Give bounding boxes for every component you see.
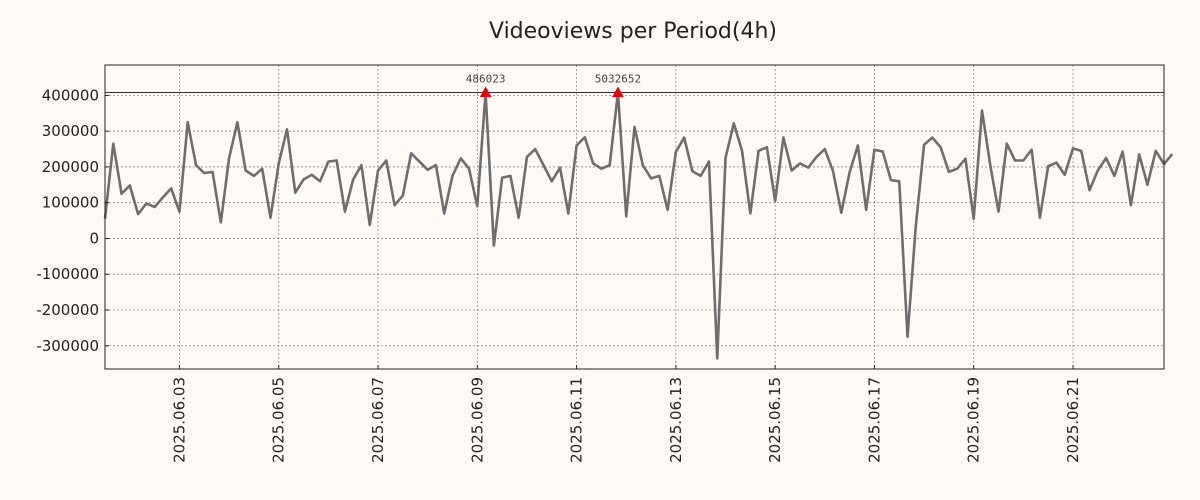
y-tick-label: -200000 [36,301,99,319]
x-tick-label: 2025.06.07 [369,377,387,463]
peak-annotation: 5032652 [595,73,641,86]
y-tick-label: 100000 [42,194,99,212]
x-axis: 2025.06.03 2025.06.05 2025.06.07 2025.06.09… [170,365,1082,463]
peak-markers: 486023 5032652 [466,73,641,98]
x-tick-label: 2025.06.21 [1064,377,1082,463]
y-tick-label: 200000 [42,158,99,176]
y-tick-label: -100000 [36,265,99,283]
chart-title: Videoviews per Period(4h) [489,19,777,44]
plot-frame [104,64,1165,370]
plot-background [105,65,1164,369]
x-tick-label: 2025.06.19 [965,377,983,463]
y-tick-label: 400000 [42,86,99,104]
y-tick-label: -300000 [36,337,99,355]
peak-marker [479,86,492,98]
x-tick-label: 2025.06.03 [170,377,188,463]
y-tick-label: 300000 [42,122,99,140]
peak-marker [612,86,624,98]
x-tick-label: 2025.06.09 [468,377,486,463]
series-line [103,91,1174,360]
x-tick-label: 2025.06.13 [667,377,685,463]
x-tick-label: 2025.06.11 [568,377,586,463]
peak-annotation: 486023 [466,73,506,86]
x-tick-label: 2025.06.15 [766,377,784,463]
y-tick-label: 0 [89,229,99,247]
x-tick-label: 2025.06.17 [865,377,883,463]
x-tick-label: 2025.06.05 [270,377,288,463]
y-axis: -300000 -200000 -100000 0 100000 200000 300000… [36,86,109,355]
